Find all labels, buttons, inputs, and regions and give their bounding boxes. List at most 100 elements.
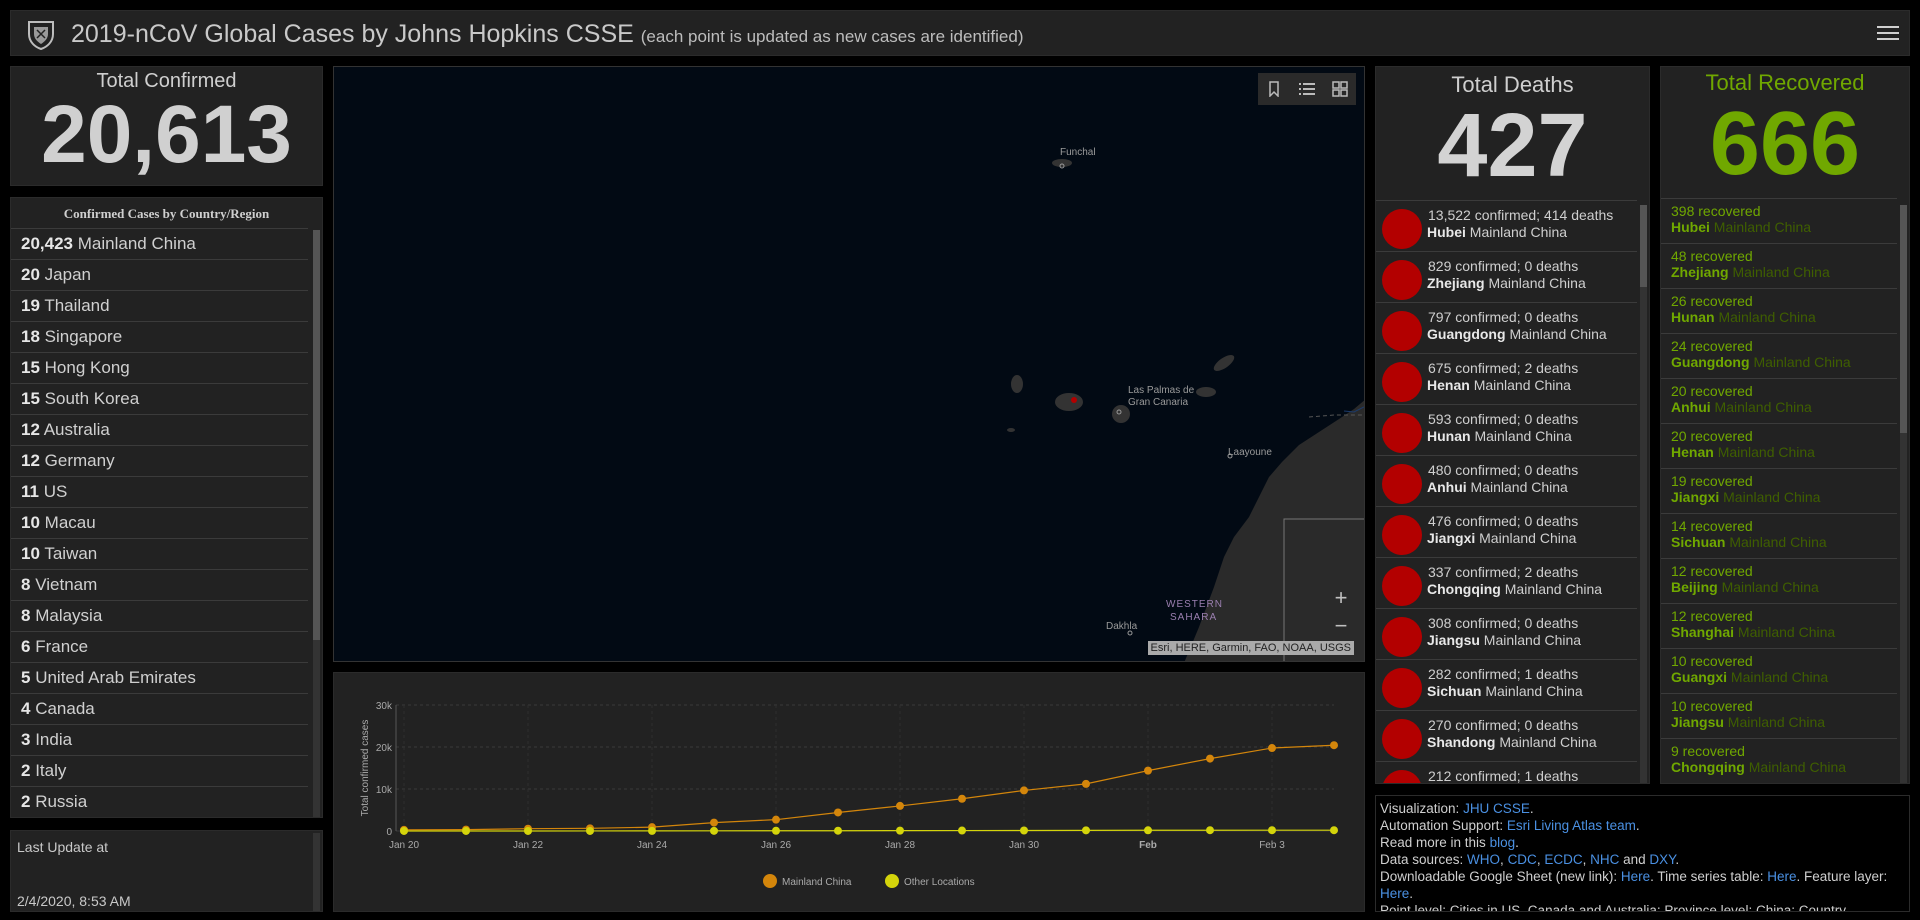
esri-living-atlas-link[interactable]: Esri Living Atlas team — [1506, 818, 1636, 833]
map-label-dakhla: Dakhla — [1106, 621, 1138, 632]
total-confirmed-value: 20,613 — [41, 89, 292, 180]
zoom-in-button[interactable]: + — [1334, 585, 1348, 610]
total-deaths-value: 427 — [1437, 96, 1588, 196]
recovered-list-item[interactable]: 19 recovered Jiangxi Mainland China — [1661, 468, 1897, 513]
recovered-list-item[interactable]: 20 recovered Henan Mainland China — [1661, 423, 1897, 468]
country-count: 4 — [21, 699, 31, 718]
bookmark-icon[interactable] — [1258, 73, 1291, 105]
country-list-item[interactable]: 20,423 Mainland China — [11, 228, 308, 259]
recovered-list-item[interactable]: 48 recovered Zhejiang Mainland China — [1661, 243, 1897, 288]
source-cdc-link[interactable]: CDC — [1507, 852, 1537, 867]
deaths-list-item[interactable]: 476 confirmed; 0 deaths Jiangxi Mainland … — [1376, 506, 1637, 557]
feature-layer-link[interactable]: Here — [1380, 886, 1410, 901]
country-list-item[interactable]: 4 Canada — [11, 693, 308, 724]
recovered-list-item[interactable]: 398 recovered Hubei Mainland China — [1661, 198, 1897, 243]
time-series-link[interactable]: Here — [1767, 869, 1797, 884]
recovered-list-item[interactable]: 12 recovered Beijing Mainland China — [1661, 558, 1897, 603]
country-list-item[interactable]: 10 Taiwan — [11, 538, 308, 569]
deaths-list-item[interactable]: 212 confirmed; 1 deaths — [1376, 761, 1637, 784]
x-tick-label: Jan 28 — [885, 840, 915, 851]
deaths-list-item[interactable]: 282 confirmed; 1 deaths Sichuan Mainland … — [1376, 659, 1637, 710]
jhu-csse-link[interactable]: JHU CSSE — [1463, 801, 1530, 816]
recovered-list-item[interactable]: 10 recovered Guangxi Mainland China — [1661, 648, 1897, 693]
total-confirmed-label: Total Confirmed — [96, 70, 237, 92]
recovered-count: 24 recovered — [1671, 338, 1753, 354]
last-update-scrollbar[interactable] — [313, 833, 320, 911]
zoom-out-button[interactable]: − — [1334, 613, 1348, 638]
country-name: Italy — [35, 761, 67, 780]
country-list-item[interactable]: 11 US — [11, 476, 308, 507]
country-list-item[interactable]: 15 South Korea — [11, 383, 308, 414]
recovered-scrollbar-thumb[interactable] — [1900, 205, 1907, 433]
basemap-gallery-icon[interactable] — [1323, 73, 1356, 105]
recovered-list-item[interactable]: 26 recovered Hunan Mainland China — [1661, 288, 1897, 333]
country-list-item[interactable]: 6 France — [11, 631, 308, 662]
country-list-item[interactable]: 20 Japan — [11, 259, 308, 290]
source-nhc-link[interactable]: NHC — [1590, 852, 1620, 867]
deaths-list-item[interactable]: 337 confirmed; 2 deaths Chongqing Mainlan… — [1376, 557, 1637, 608]
deaths-list-item[interactable]: 675 confirmed; 2 deaths Henan Mainland Ch… — [1376, 353, 1637, 404]
recovered-count: 9 recovered — [1671, 743, 1745, 759]
country-list-item[interactable]: 10 Macau — [11, 507, 308, 538]
deaths-location: Sichuan Mainland China — [1427, 683, 1583, 699]
deaths-scrollbar-thumb[interactable] — [1640, 205, 1647, 287]
deaths-confirmed-text: 593 confirmed; 0 deaths — [1428, 411, 1579, 427]
country-count: 12 — [21, 451, 40, 470]
recovered-list-item[interactable]: 10 recovered Jiangsu Mainland China — [1661, 693, 1897, 738]
country-list-item[interactable]: 8 Malaysia — [11, 600, 308, 631]
deaths-scrollbar-track[interactable] — [1640, 205, 1647, 783]
recovered-list: 398 recovered Hubei Mainland China 48 reco… — [1661, 198, 1909, 783]
country-count: 8 — [21, 606, 31, 625]
map-toolbar — [1258, 73, 1356, 105]
recovered-list-item[interactable]: 12 recovered Shanghai Mainland China — [1661, 603, 1897, 648]
data-point — [958, 826, 966, 835]
source-who-link[interactable]: WHO — [1467, 852, 1501, 867]
deaths-confirmed-text: 212 confirmed; 1 deaths — [1428, 768, 1579, 784]
google-sheet-link[interactable]: Here — [1620, 869, 1651, 884]
deaths-list-item[interactable]: 270 confirmed; 0 deaths Shandong Mainland… — [1376, 710, 1637, 761]
country-list-item[interactable]: 19 Thailand — [11, 290, 308, 321]
deaths-confirmed-text: 282 confirmed; 1 deaths — [1428, 666, 1579, 682]
recovered-count: 10 recovered — [1671, 698, 1753, 714]
recovered-list-item[interactable]: 9 recovered Chongqing Mainland China — [1661, 738, 1897, 783]
deaths-list-item[interactable]: 480 confirmed; 0 deaths Anhui Mainland Ch… — [1376, 455, 1637, 506]
map-view[interactable]: Funchal Las Palmas de Gran Canaria Laayo… — [333, 66, 1365, 662]
country-list-item[interactable]: 8 Vietnam — [11, 569, 308, 600]
country-list-item[interactable]: 5 United Arab Emirates — [11, 662, 308, 693]
info-automation: Automation Support: Esri Living Atlas te… — [1380, 818, 1640, 833]
recovered-count: 48 recovered — [1671, 248, 1753, 264]
legend-list-icon[interactable] — [1291, 73, 1324, 105]
recovered-count: 19 recovered — [1671, 473, 1753, 489]
source-dxy-link[interactable]: DXY — [1649, 852, 1676, 867]
recovered-list-item[interactable]: 20 recovered Anhui Mainland China — [1661, 378, 1897, 423]
country-count: 11 — [21, 482, 39, 501]
country-list-item[interactable]: 18 Singapore — [11, 321, 308, 352]
country-list-item[interactable]: 12 Germany — [11, 445, 308, 476]
info-read-more: Read more in this blog. — [1380, 835, 1519, 850]
deaths-list-item[interactable]: 829 confirmed; 0 deaths Zhejiang Mainland… — [1376, 251, 1637, 302]
country-count: 15 — [21, 389, 40, 408]
data-point — [1330, 741, 1338, 750]
country-list-item[interactable]: 2 Russia — [11, 786, 308, 817]
country-list-item[interactable]: 15 Hong Kong — [11, 352, 308, 383]
country-name: Russia — [35, 792, 88, 811]
deaths-list-item[interactable]: 797 confirmed; 0 deaths Guangdong Mainlan… — [1376, 302, 1637, 353]
country-name: Singapore — [44, 327, 123, 346]
deaths-list-item[interactable]: 593 confirmed; 0 deaths Hunan Mainland Ch… — [1376, 404, 1637, 455]
country-list-item[interactable]: 2 Italy — [11, 755, 308, 786]
legend-marker — [885, 874, 899, 888]
data-point — [1268, 744, 1276, 753]
country-list-item[interactable]: 3 India — [11, 724, 308, 755]
deaths-list-item[interactable]: 13,522 confirmed; 414 deaths Hubei Mainla… — [1376, 200, 1637, 251]
source-ecdc-link[interactable]: ECDC — [1544, 852, 1583, 867]
recovered-list-item[interactable]: 14 recovered Sichuan Mainland China — [1661, 513, 1897, 558]
death-marker-icon — [1382, 566, 1422, 606]
country-list-item[interactable]: 12 Australia — [11, 414, 308, 445]
deaths-list-item[interactable]: 308 confirmed; 0 deaths Jiangsu Mainland … — [1376, 608, 1637, 659]
hamburger-menu-icon[interactable] — [1877, 22, 1899, 44]
recovered-list-item[interactable]: 24 recovered Guangdong Mainland China — [1661, 333, 1897, 378]
recovered-scrollbar-track[interactable] — [1900, 205, 1907, 783]
blog-link[interactable]: blog — [1489, 835, 1516, 850]
country-name: US — [43, 482, 68, 501]
country-list-scrollbar-thumb[interactable] — [313, 230, 320, 640]
